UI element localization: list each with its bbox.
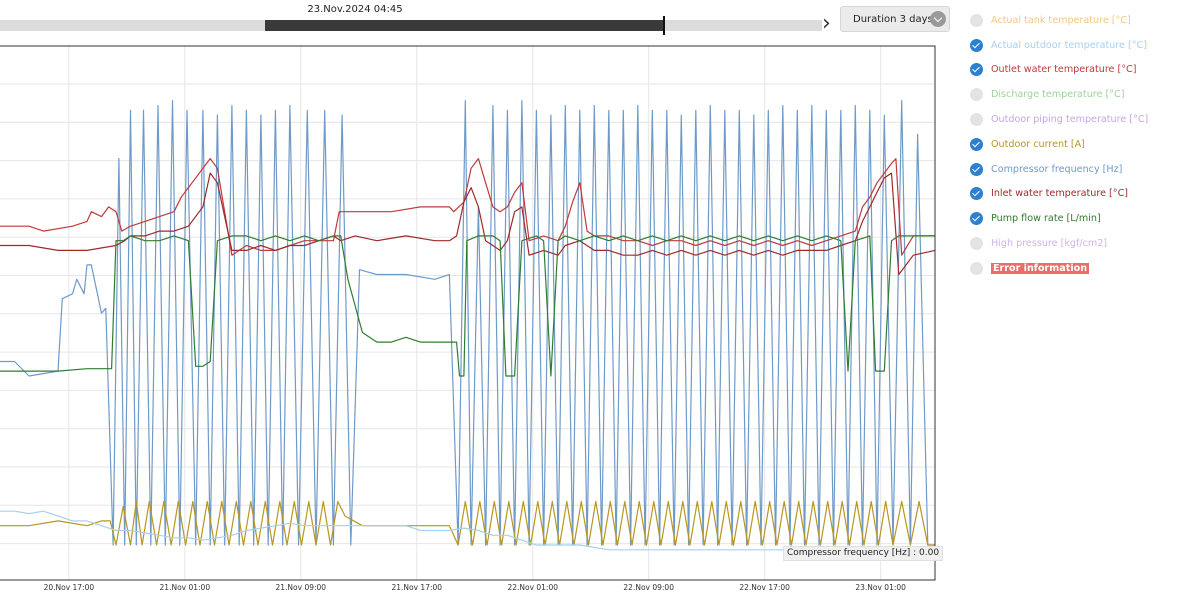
series-legend: Actual tank temperature [°C] Actual outdo… [964, 8, 1200, 281]
legend-item[interactable]: Actual tank temperature [°C] [964, 8, 1200, 33]
series-line-5 [0, 510, 935, 551]
unchecked-circle-icon[interactable] [970, 13, 983, 27]
checked-circle-icon[interactable] [970, 63, 983, 77]
series-line-1 [0, 158, 935, 256]
unchecked-circle-icon[interactable] [970, 113, 983, 127]
legend-label: Outdoor piping temperature [°C] [991, 114, 1149, 126]
series-line-3 [0, 235, 935, 377]
timeline-date-label: 23.Nov.2024 04:45 [307, 4, 403, 15]
timeline-handle[interactable] [663, 16, 665, 35]
line-chart[interactable]: 20.Nov 17:00 21.Nov 01:00 21.Nov 09:00 21.N… [0, 0, 940, 601]
legend-label: Pump flow rate [L/min] [991, 213, 1101, 225]
legend-label: High pressure [kgf/cm2] [991, 238, 1108, 250]
duration-dropdown[interactable]: Duration 3 days [840, 6, 950, 32]
checked-circle-icon[interactable] [970, 187, 983, 201]
checked-circle-icon[interactable] [970, 137, 983, 151]
series-line-4 [0, 500, 935, 546]
chart-series-group [0, 99, 936, 551]
legend-item[interactable]: Error information [964, 256, 1200, 281]
legend-item[interactable]: Actual outdoor temperature [°C] [964, 33, 1200, 58]
x-axis-ticks: 20.Nov 17:00 21.Nov 01:00 21.Nov 09:00 21.N… [44, 583, 907, 592]
legend-item[interactable]: Pump flow rate [L/min] [964, 206, 1200, 231]
legend-label: Outlet water temperature [°C] [991, 64, 1137, 76]
series-line-0 [0, 99, 935, 546]
legend-label: Actual tank temperature [°C] [991, 14, 1131, 26]
chevron-right-icon[interactable]: › [822, 11, 831, 36]
x-tick-label: 20.Nov 17:00 [44, 583, 95, 592]
legend-item[interactable]: Outdoor piping temperature [°C] [964, 107, 1200, 132]
value-tooltip: Compressor frequency [Hz] : 0.00 [783, 546, 944, 561]
legend-label: Discharge temperature [°C] [991, 89, 1125, 101]
unchecked-circle-icon[interactable] [970, 88, 983, 102]
x-tick-label: 21.Nov 01:00 [160, 583, 211, 592]
unchecked-circle-icon[interactable] [970, 261, 983, 275]
legend-item[interactable]: Outdoor current [A] [964, 132, 1200, 157]
checked-circle-icon[interactable] [970, 212, 983, 226]
x-tick-label: 21.Nov 09:00 [276, 583, 327, 592]
legend-item[interactable]: Compressor frequency [Hz] [964, 157, 1200, 182]
checked-circle-icon[interactable] [970, 38, 983, 52]
x-tick-label: 21.Nov 17:00 [391, 583, 442, 592]
unchecked-circle-icon[interactable] [970, 237, 983, 251]
chevron-down-icon [930, 11, 946, 27]
x-tick-label: 22.Nov 17:00 [739, 583, 790, 592]
legend-label: Compressor frequency [Hz] [991, 163, 1123, 175]
timeline-visible-window[interactable] [265, 20, 665, 31]
x-tick-label: 22.Nov 01:00 [507, 583, 558, 592]
legend-label: Error information [991, 262, 1090, 274]
x-tick-label: 22.Nov 09:00 [623, 583, 674, 592]
legend-label: Inlet water temperature [°C] [991, 188, 1129, 200]
legend-item[interactable]: Discharge temperature [°C] [964, 82, 1200, 107]
x-tick-label: 23.Nov 01:00 [855, 583, 906, 592]
series-line-2 [0, 172, 936, 276]
legend-item[interactable]: Inlet water temperature [°C] [964, 182, 1200, 207]
checked-circle-icon[interactable] [970, 162, 983, 176]
legend-item[interactable]: High pressure [kgf/cm2] [964, 231, 1200, 256]
plot-area-border [0, 45, 936, 581]
legend-item[interactable]: Outlet water temperature [°C] [964, 58, 1200, 83]
timeline-scrubber[interactable]: 23.Nov.2024 04:45 › [0, 0, 840, 40]
legend-label: Actual outdoor temperature [°C] [991, 39, 1147, 51]
duration-label: Duration 3 days [853, 14, 933, 25]
legend-label: Outdoor current [A] [991, 138, 1085, 150]
